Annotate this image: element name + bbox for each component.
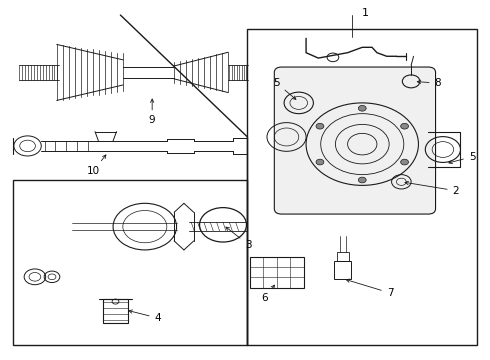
Bar bbox=[334, 261, 351, 279]
Text: 4: 4 bbox=[129, 310, 161, 323]
Bar bbox=[13, 180, 247, 345]
Circle shape bbox=[401, 159, 409, 165]
Text: 2: 2 bbox=[405, 181, 459, 196]
Bar bbox=[337, 252, 348, 261]
Circle shape bbox=[316, 123, 324, 129]
Bar bbox=[247, 30, 477, 345]
Text: 8: 8 bbox=[417, 78, 441, 88]
Circle shape bbox=[401, 123, 409, 129]
Bar bbox=[103, 299, 128, 323]
Circle shape bbox=[316, 159, 324, 165]
Text: 1: 1 bbox=[362, 8, 369, 18]
Text: 6: 6 bbox=[261, 285, 274, 303]
Text: 9: 9 bbox=[149, 99, 155, 125]
Circle shape bbox=[358, 177, 366, 183]
Text: 5: 5 bbox=[449, 152, 475, 164]
Text: 5: 5 bbox=[273, 78, 296, 99]
FancyBboxPatch shape bbox=[274, 67, 436, 214]
Text: 3: 3 bbox=[226, 227, 252, 249]
Text: 10: 10 bbox=[87, 155, 106, 176]
Circle shape bbox=[358, 105, 366, 111]
Bar bbox=[250, 257, 304, 288]
Text: 7: 7 bbox=[346, 279, 393, 298]
